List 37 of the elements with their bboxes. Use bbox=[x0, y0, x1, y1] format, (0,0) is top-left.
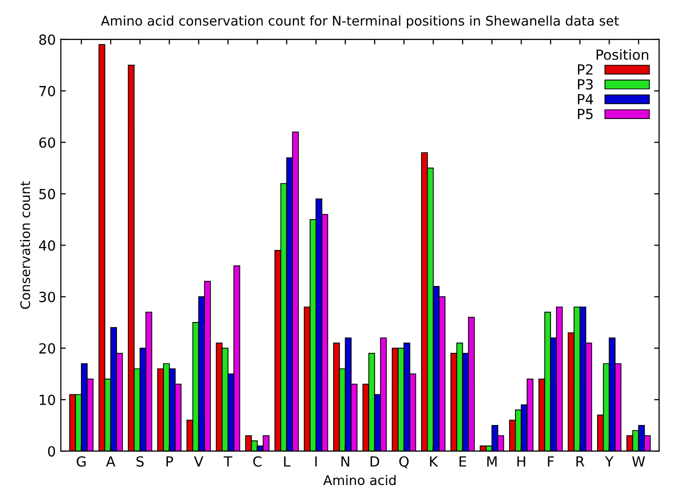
x-tick-label: L bbox=[284, 456, 290, 467]
y-tick-label: 20 bbox=[39, 343, 56, 354]
x-tick-label: H bbox=[517, 456, 526, 467]
x-tick-label: I bbox=[315, 456, 317, 467]
x-tick-label: M bbox=[487, 456, 497, 467]
y-tick-label: 60 bbox=[39, 137, 56, 148]
x-tick-label: C bbox=[253, 456, 262, 467]
legend-label: P2 bbox=[578, 64, 592, 75]
y-tick-label: 80 bbox=[39, 34, 56, 45]
x-tick-label: E bbox=[460, 456, 466, 467]
x-tick-label: Y bbox=[604, 456, 614, 467]
x-tick-label: V bbox=[194, 456, 204, 467]
x-tick-label: S bbox=[136, 456, 144, 467]
y-tick-label: 50 bbox=[39, 188, 56, 200]
x-tick-label: R bbox=[576, 456, 584, 467]
y-tick-label: 0 bbox=[48, 446, 56, 457]
y-tick-label: 10 bbox=[40, 394, 56, 406]
x-tick-label: Q bbox=[399, 456, 409, 468]
x-tick-label: F bbox=[548, 456, 554, 467]
x-tick-label: T bbox=[224, 456, 232, 467]
x-tick-label: P bbox=[166, 456, 174, 467]
legend-label: P4 bbox=[578, 94, 594, 104]
y-tick-label: 40 bbox=[38, 240, 56, 251]
y-tick-label: 70 bbox=[39, 86, 56, 96]
x-tick-label: G bbox=[76, 456, 86, 467]
legend-label: P3 bbox=[578, 79, 593, 90]
x-tick-label: K bbox=[430, 456, 438, 467]
x-tick-label: W bbox=[632, 456, 645, 467]
x-tick-label: N bbox=[341, 456, 350, 467]
y-tick-label: 30 bbox=[39, 292, 56, 302]
chart-title: Amino acid conservation count for N-terminal positions in Shewanella data set bbox=[100, 16, 619, 28]
legend-label: P5 bbox=[578, 108, 593, 120]
x-axis-title: Amino acid bbox=[323, 474, 396, 486]
legend-title: Position bbox=[596, 49, 648, 60]
x-tick-label: A bbox=[106, 456, 116, 467]
x-tick-label: D bbox=[370, 456, 380, 467]
y-axis-title: Conservation count bbox=[20, 181, 30, 309]
